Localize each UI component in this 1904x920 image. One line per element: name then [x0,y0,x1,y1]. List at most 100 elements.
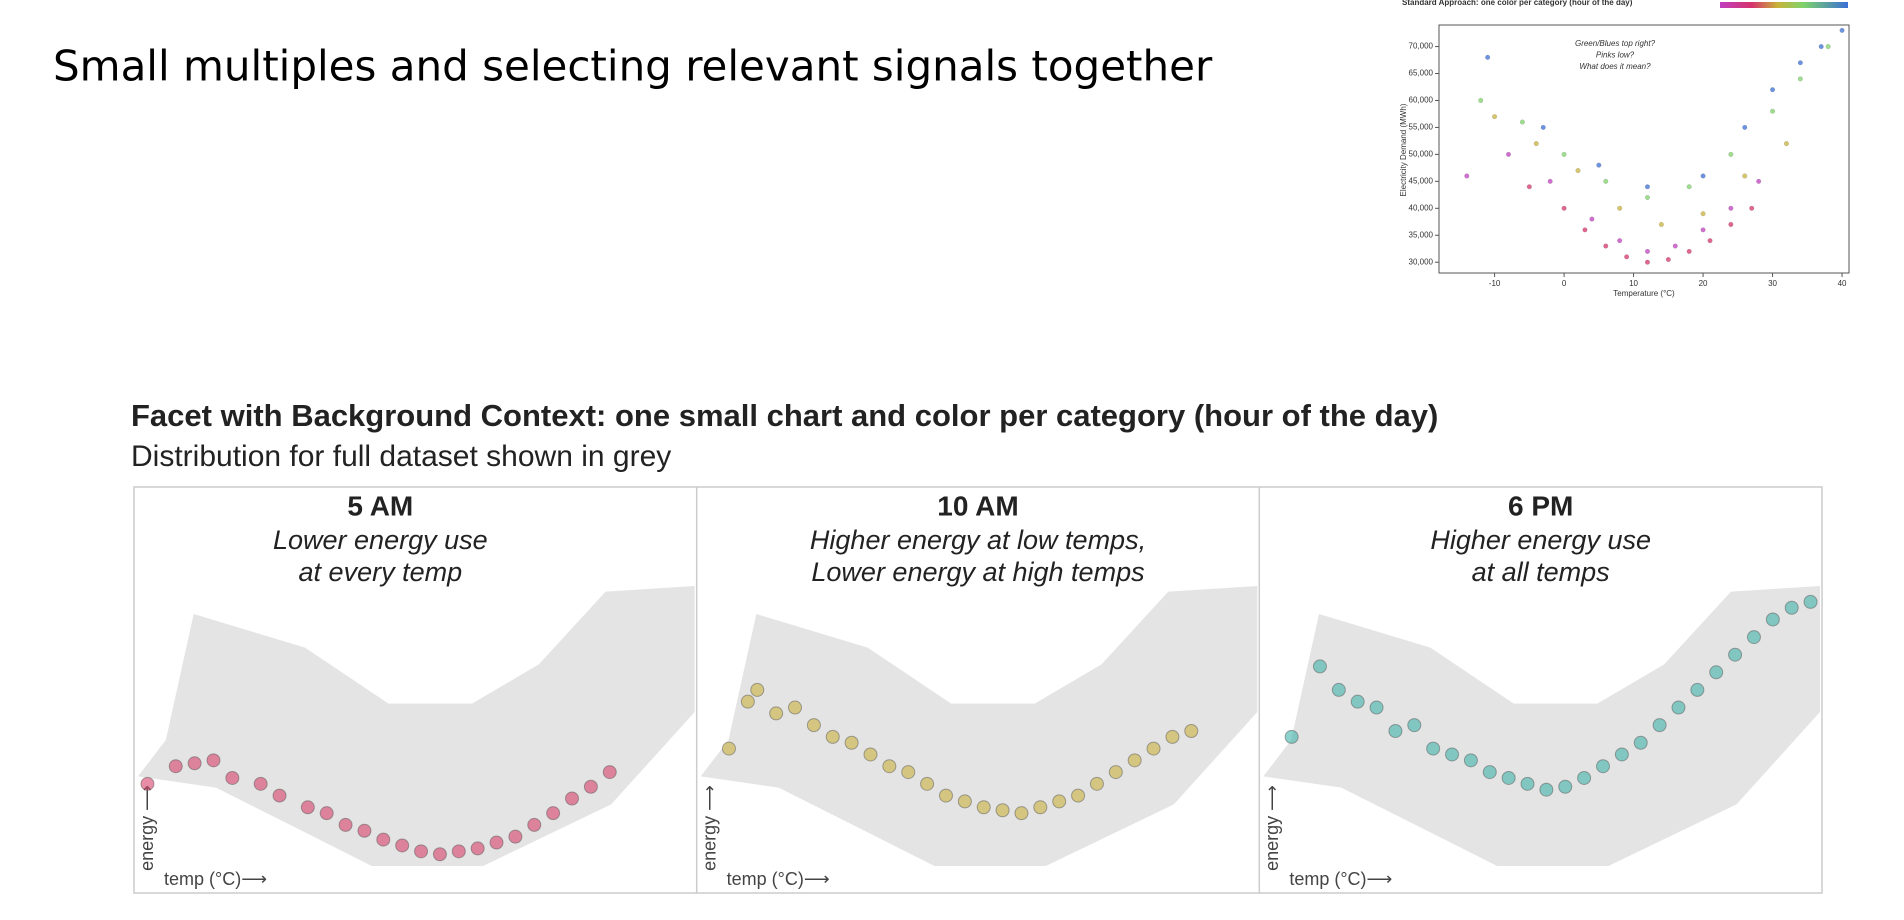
data-point [1728,222,1734,227]
data-point [272,788,287,803]
x-tick-label: 20 [1699,279,1708,288]
x-axis-label: Temperature (°C) [1613,289,1675,298]
data-point [1686,248,1692,254]
data-point [1014,806,1029,821]
data-point [1445,747,1460,762]
data-point [1617,205,1623,211]
data-point [470,841,485,856]
data-point [1284,729,1299,744]
data-point [414,844,429,859]
x-axis-label: temp (°C)⟶ [164,869,267,889]
data-point [1539,782,1554,797]
data-point [1728,647,1743,662]
annotation: Green/Blues top right? [1575,39,1656,48]
facet-annotation: at all temps [1472,557,1610,587]
data-point [825,729,840,744]
data-point [168,759,183,774]
data-point [300,800,315,815]
data-point [1645,248,1650,254]
data-point [357,823,372,838]
y-tick-label: 65,000 [1409,69,1434,78]
data-point [1784,600,1799,615]
data-point [1797,76,1803,82]
x-tick-label: 30 [1768,279,1777,288]
data-point [1728,205,1734,211]
data-point [1331,682,1346,697]
data-point [1614,747,1629,762]
facet-annotation: Lower energy at high temps [811,557,1144,587]
data-point [1700,227,1706,233]
data-point [1686,184,1692,190]
x-tick-label: 40 [1838,279,1847,288]
data-point [1770,87,1776,93]
data-point [1350,694,1365,709]
data-point [1478,98,1484,103]
color-legend [1720,2,1848,8]
data-point [740,694,755,709]
facet-title: 5 AM [347,490,413,521]
data-point [395,838,410,853]
data-point [1519,119,1525,125]
data-point [1369,700,1384,715]
data-point [1671,700,1686,715]
annotation: Pinks low? [1596,51,1635,60]
data-point [451,844,466,859]
data-point [319,806,334,821]
data-point [1506,151,1511,157]
data-point [1633,735,1648,750]
data-point [1492,114,1498,120]
data-point [1617,238,1623,244]
data-point [1582,227,1588,233]
data-point [1839,27,1845,33]
y-axis-label: energy ⟶ [1262,785,1282,871]
data-point [1520,776,1535,791]
data-point [376,832,391,847]
facet-subtitle: Distribution for full dataset shown in g… [131,440,671,473]
y-tick-label: 35,000 [1409,230,1434,239]
data-point [1312,659,1327,674]
x-axis-label: temp (°C)⟶ [1289,869,1392,889]
data-point [1033,800,1048,815]
data-point [1596,162,1602,168]
data-point [1108,765,1123,780]
data-point [432,847,447,862]
data-point [1672,243,1678,249]
data-point [1624,254,1630,260]
data-point [1407,718,1422,733]
data-point [1485,54,1491,60]
slide-title: Small multiples and selecting relevant s… [53,42,1213,91]
data-point [1803,594,1818,609]
data-point [1595,759,1610,774]
data-point [995,803,1010,818]
data-point [225,770,240,785]
data-point [788,700,803,715]
data-point [1658,222,1664,227]
y-tick-label: 60,000 [1409,96,1434,105]
data-point [508,829,523,844]
data-point [1709,665,1724,680]
data-point [1749,205,1755,211]
y-axis-label: Electricity Demand (MWh) [1399,103,1408,196]
context-distribution [700,586,1258,866]
data-point [1165,729,1180,744]
data-point [489,835,504,850]
data-point [187,756,202,771]
data-point [1540,124,1546,130]
data-point [1463,753,1478,768]
data-point [546,806,561,821]
data-point [901,765,916,780]
y-tick-label: 40,000 [1409,203,1434,212]
data-point [1797,60,1803,66]
data-point [583,779,598,794]
data-point [1742,173,1748,179]
data-point [1089,776,1104,791]
data-point [140,776,155,791]
chart-title: Standard Approach: one color per categor… [1402,0,1633,7]
data-point [1547,178,1553,184]
y-tick-label: 45,000 [1409,176,1434,185]
data-point [1770,108,1776,114]
facet-annotation: Higher energy at low temps, [810,525,1146,555]
facet-heading: Facet with Background Context: one small… [131,398,1438,433]
data-point [1825,44,1831,50]
